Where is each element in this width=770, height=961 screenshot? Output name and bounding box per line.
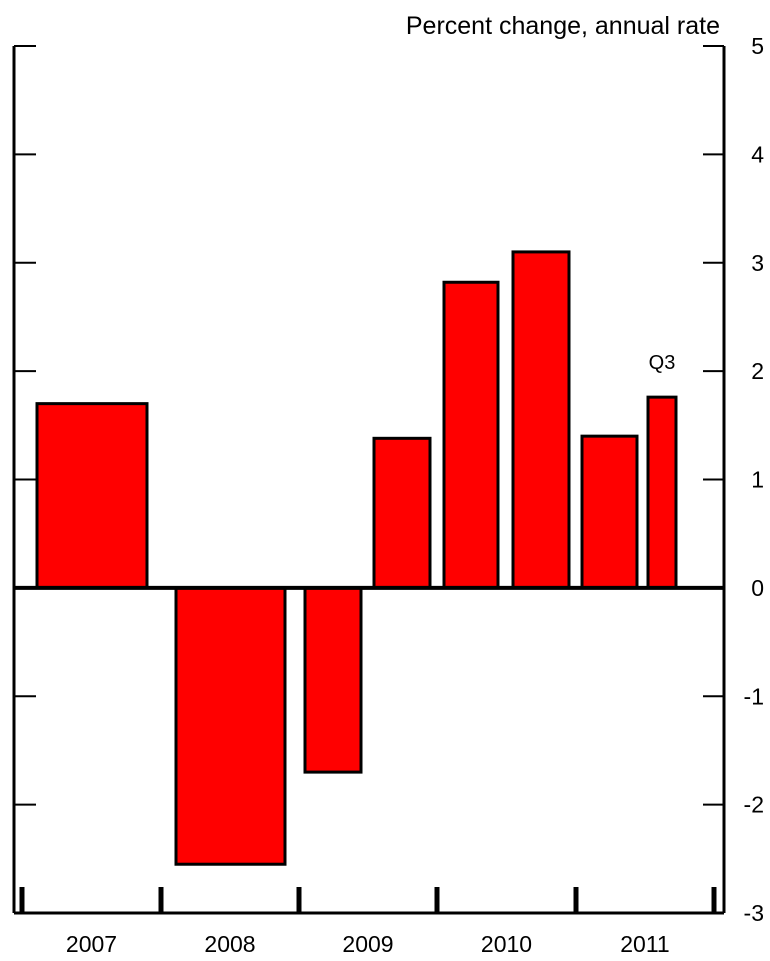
bars-group: [35, 250, 678, 866]
x-year-label: 2007: [66, 931, 117, 957]
bar-2011-h1: [580, 434, 639, 590]
y-tick-label: 1: [751, 467, 764, 493]
unit-label: Percent change, annual rate: [406, 12, 720, 40]
x-year-label: 2010: [481, 931, 532, 957]
bar-2009-h1: [303, 586, 363, 774]
y-tick-label: -3: [744, 900, 764, 926]
y-tick-label: 5: [751, 33, 764, 59]
y-tick-label: 2: [751, 358, 764, 384]
x-year-label: 2011: [620, 931, 669, 957]
y-tick-label: 0: [751, 575, 764, 601]
y-tick-label: -2: [744, 792, 764, 818]
y-tick-label: -1: [744, 683, 764, 709]
bar-2007: [35, 402, 149, 590]
bar-2008: [174, 586, 287, 866]
x-axis-ticks: 2007 2008 2009 2010 2011: [19, 887, 717, 957]
x-year-label: 2008: [204, 931, 255, 957]
bar-2011-q3: [646, 395, 678, 590]
y-tick-label: 4: [751, 141, 764, 167]
bar-2009-h2: [372, 436, 432, 590]
bar-annotations: Q3: [649, 352, 676, 374]
y-tick-label: 3: [751, 250, 764, 276]
bar-2010-h1: [442, 280, 500, 590]
bar-2010-h2: [511, 250, 571, 590]
bar-annotation-label: Q3: [649, 352, 676, 374]
x-year-label: 2009: [342, 931, 393, 957]
